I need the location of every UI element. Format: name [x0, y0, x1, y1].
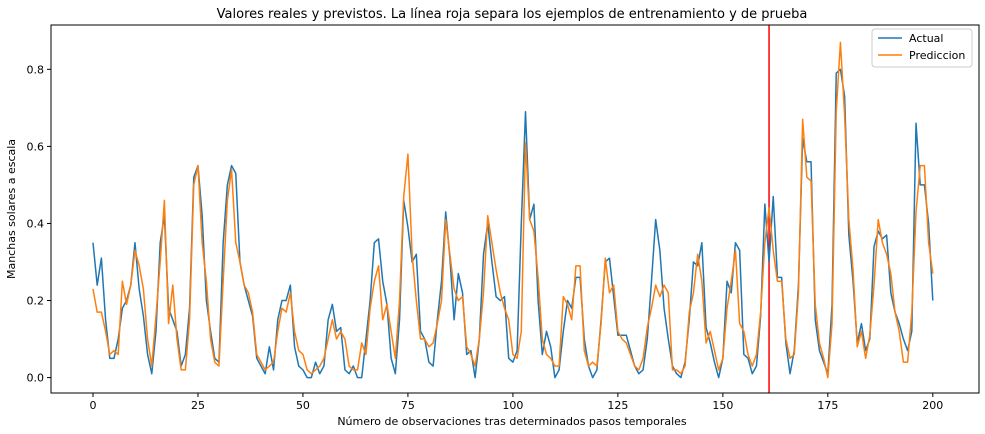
x-tick-label: 25 — [191, 399, 205, 412]
x-axis-label: Número de observaciones tras determinado… — [337, 415, 687, 428]
x-tick-label: 175 — [817, 399, 838, 412]
x-tick-label: 100 — [502, 399, 523, 412]
y-axis: 0.0 0.2 0.4 0.6 0.8 — [27, 63, 51, 385]
x-tick-label: 0 — [89, 399, 96, 412]
chart-title: Valores reales y previstos. La línea roj… — [217, 7, 808, 22]
plot-border — [50, 24, 980, 394]
x-axis: 0 25 50 75 100 125 150 175 200 — [89, 393, 943, 412]
series-layer — [92, 41, 934, 379]
y-tick-label: 0.4 — [27, 217, 45, 230]
y-tick-label: 0.8 — [27, 63, 45, 76]
series-line-prediccion — [92, 41, 934, 379]
y-axis-label: Manchas solares a escala — [5, 139, 18, 279]
legend-label-actual: Actual — [909, 32, 943, 45]
legend-label-prediccion: Prediccion — [909, 49, 965, 62]
y-tick-label: 0.6 — [27, 140, 45, 153]
y-tick-label: 0.2 — [27, 295, 45, 308]
plot-frame — [51, 25, 979, 393]
x-tick-label: 150 — [712, 399, 733, 412]
legend: Actual Prediccion — [871, 28, 973, 68]
x-tick-label: 200 — [922, 399, 943, 412]
y-tick-label: 0.0 — [27, 372, 45, 385]
x-tick-label: 75 — [401, 399, 415, 412]
plot-area — [50, 24, 980, 394]
x-tick-label: 50 — [296, 399, 310, 412]
x-tick-label: 125 — [607, 399, 628, 412]
series-line-actual — [92, 68, 934, 379]
